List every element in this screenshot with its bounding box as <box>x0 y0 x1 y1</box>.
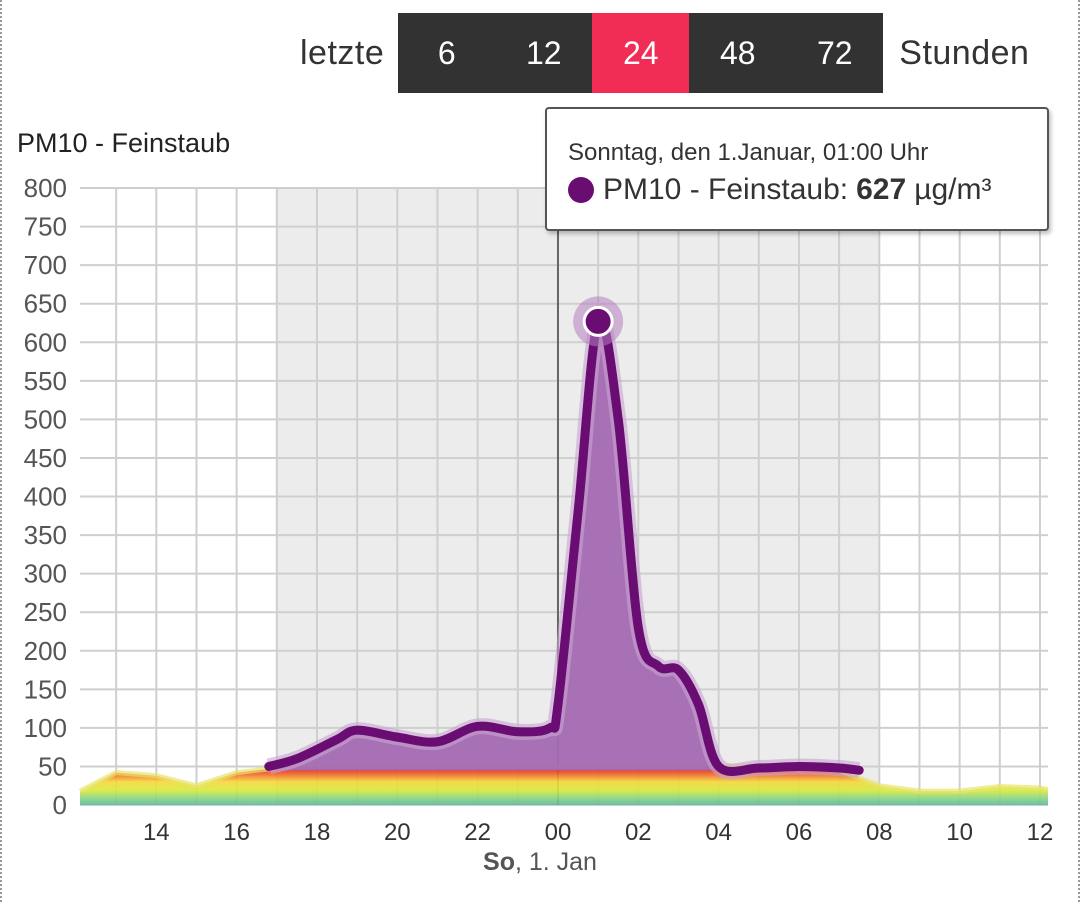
date-caption: So, 1. Jan <box>0 848 1080 877</box>
range-option-12h[interactable]: 12 <box>495 13 593 93</box>
range-option-24h[interactable]: 24 <box>592 13 690 93</box>
tooltip-unit: µg/m³ <box>914 173 992 206</box>
air-quality-band <box>80 764 1048 805</box>
x-tick-label: 14 <box>143 819 170 846</box>
y-tick-label: 800 <box>24 173 67 203</box>
x-tick-label: 18 <box>304 819 331 846</box>
x-tick-label: 12 <box>1027 819 1054 846</box>
range-option-72h[interactable]: 72 <box>786 13 884 93</box>
x-tick-label: 02 <box>625 819 652 846</box>
y-tick-label: 400 <box>24 482 67 512</box>
tooltip-value-row: PM10 - Feinstaub: 627 µg/m³ <box>568 173 1047 207</box>
y-tick-label: 700 <box>24 250 67 280</box>
left-edge-divider <box>0 0 2 902</box>
date-caption-day: So <box>483 848 515 876</box>
y-tick-label: 550 <box>24 366 67 396</box>
chart-title: PM10 - Feinstaub <box>17 128 231 158</box>
y-tick-label: 100 <box>24 713 67 743</box>
y-tick-label: 0 <box>53 790 67 820</box>
x-tick-label: 20 <box>384 819 411 846</box>
tooltip-date: Sonntag, den 1.Januar, 01:00 Uhr <box>568 139 929 166</box>
y-tick-label: 50 <box>38 751 67 781</box>
x-tick-label: 08 <box>866 819 893 846</box>
range-suffix-label: Stunden <box>899 33 1030 72</box>
time-range-selector: letzte 6 12 24 48 72 Stunden <box>300 13 1029 93</box>
date-caption-date: , 1. Jan <box>514 848 597 876</box>
y-tick-label: 450 <box>24 443 67 473</box>
y-tick-label: 300 <box>24 559 67 589</box>
value-tooltip: Sonntag, den 1.Januar, 01:00 Uhr PM10 - … <box>545 107 1049 231</box>
tooltip-value: 627 <box>856 173 907 206</box>
x-tick-label: 04 <box>705 819 732 846</box>
x-tick-label: 10 <box>946 819 973 846</box>
range-option-6h[interactable]: 6 <box>398 13 496 93</box>
x-tick-label: 16 <box>223 819 250 846</box>
y-tick-label: 150 <box>24 674 67 704</box>
y-tick-label: 650 <box>24 289 67 319</box>
x-tick-label: 00 <box>545 819 572 846</box>
range-option-48h[interactable]: 48 <box>689 13 787 93</box>
pm10-line <box>264 314 864 777</box>
y-tick-label: 750 <box>24 212 67 242</box>
series-dot-icon <box>568 177 594 203</box>
highlight-point <box>582 305 614 337</box>
y-tick-label: 200 <box>24 636 67 666</box>
y-tick-label: 250 <box>24 597 67 627</box>
x-tick-label: 22 <box>464 819 491 846</box>
x-tick-label: 06 <box>786 819 813 846</box>
y-tick-label: 600 <box>24 327 67 357</box>
range-prefix-label: letzte <box>300 33 385 72</box>
range-segmented-control: 6 12 24 48 72 <box>398 13 884 93</box>
y-tick-label: 500 <box>24 404 67 434</box>
tooltip-series-name: PM10 - Feinstaub: <box>603 173 849 206</box>
y-tick-label: 350 <box>24 520 67 550</box>
right-edge-divider <box>1078 0 1080 902</box>
